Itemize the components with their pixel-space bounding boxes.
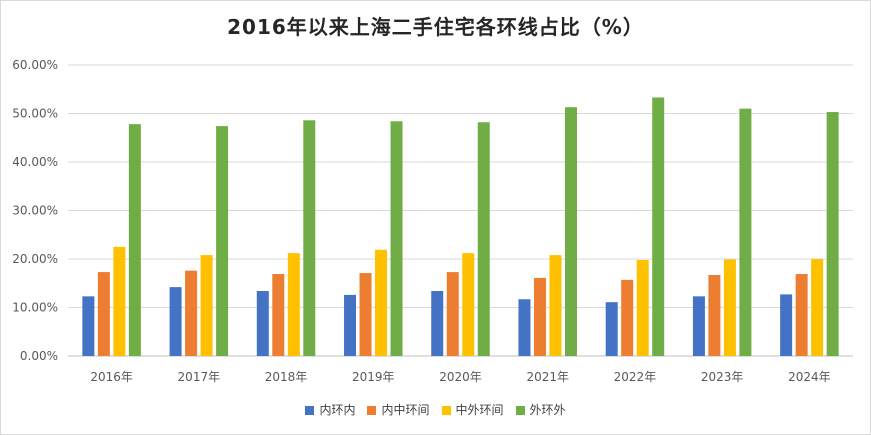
bar (185, 270, 198, 356)
y-tick-label: 30.00% (12, 204, 58, 218)
legend-label: 内中环间 (381, 403, 430, 417)
bar (462, 253, 475, 356)
y-tick-label: 60.00% (12, 58, 58, 72)
bar (359, 273, 372, 356)
bar (128, 124, 141, 356)
chart-plot: 0.00% 10.00% 20.00% 30.00% 40.00% 50.00% 60.00… (12, 58, 853, 384)
x-tick-label: 2017年 (178, 370, 221, 384)
bar (549, 255, 562, 356)
legend-swatch (515, 406, 525, 415)
bar (533, 277, 546, 356)
bar (344, 294, 357, 356)
y-tick-label: 20.00% (12, 252, 58, 266)
legend-label: 外环外 (529, 403, 566, 417)
bar (200, 255, 213, 356)
legend-swatch (367, 406, 377, 415)
y-tick-label: 40.00% (12, 155, 58, 169)
x-tick-label: 2022年 (614, 370, 657, 384)
bar (826, 112, 839, 356)
legend-swatch (441, 406, 451, 415)
bar (113, 246, 126, 356)
bar (256, 291, 269, 356)
bar (518, 299, 531, 356)
legend-item: 中外环间 (441, 401, 504, 418)
x-tick-label: 2019年 (352, 370, 395, 384)
bar (216, 126, 229, 356)
bar (636, 259, 649, 356)
bar (272, 274, 285, 356)
x-tick-label: 2020年 (439, 370, 482, 384)
bar (287, 253, 300, 356)
bar (652, 97, 665, 357)
x-tick-label: 2024年 (788, 370, 831, 384)
bar (739, 108, 752, 357)
legend-item: 内中环间 (367, 401, 430, 418)
bar (723, 259, 736, 356)
bar (692, 296, 705, 356)
x-tick-label: 2016年 (90, 370, 133, 384)
bar (795, 274, 808, 356)
bar (621, 279, 634, 356)
bar (477, 122, 490, 356)
legend-item: 外环外 (515, 401, 566, 418)
bar (780, 294, 793, 356)
bar (303, 120, 316, 356)
bar (390, 121, 403, 356)
bar (431, 291, 444, 356)
legend-label: 中外环间 (455, 403, 504, 417)
chart-title: 2016年以来上海二手住宅各环线占比（%） (227, 15, 644, 39)
y-tick-label: 10.00% (12, 301, 58, 315)
bar (82, 296, 95, 356)
y-tick-label: 50.00% (12, 107, 58, 121)
x-tick-label: 2023年 (701, 370, 744, 384)
chart-legend: 内环内 内中环间 中外环间 外环外 (1, 401, 870, 418)
legend-label: 内环内 (319, 403, 356, 417)
y-tick-label: 0.00% (20, 349, 58, 363)
legend-swatch (305, 406, 315, 415)
bar (97, 272, 110, 356)
x-tick-label: 2021年 (526, 370, 569, 384)
bar (708, 275, 721, 356)
bar (605, 302, 618, 356)
x-tick-label: 2018年 (265, 370, 308, 384)
bar (375, 249, 388, 356)
bar (446, 272, 459, 356)
bar (564, 107, 577, 356)
legend-item: 内环内 (305, 401, 355, 418)
bar (169, 287, 182, 356)
bar (811, 259, 824, 356)
